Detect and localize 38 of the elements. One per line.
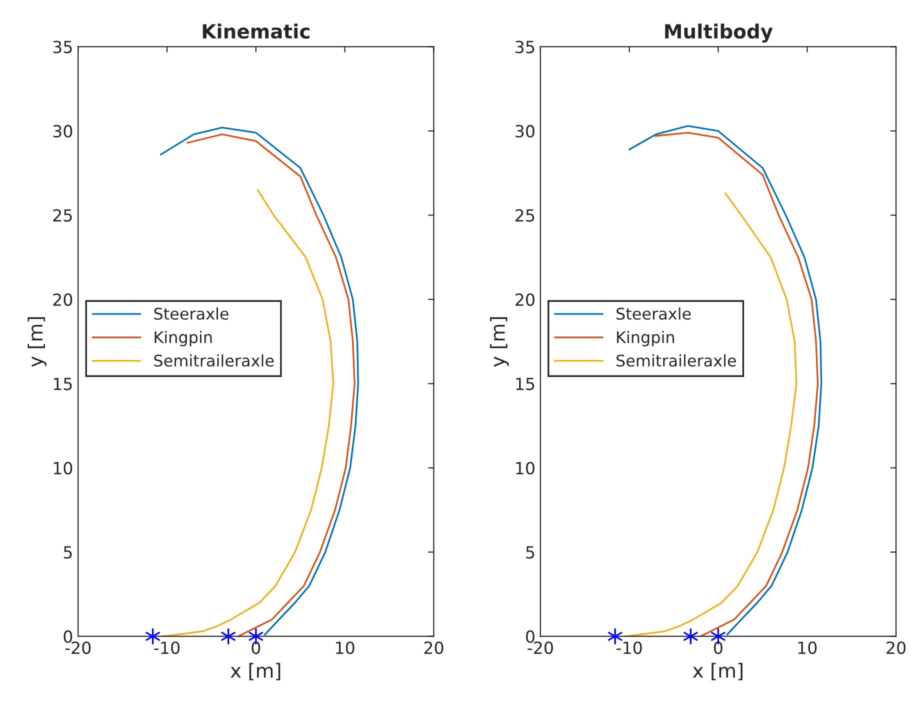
y-axis-title: y [m] [490, 317, 509, 367]
y-tick-label: 30 [53, 124, 72, 138]
y-tick-label: 10 [516, 462, 534, 474]
y-tick-label: 10 [54, 462, 72, 474]
y-tick-label: 35 [53, 40, 72, 54]
y-tick-label: 25 [53, 209, 72, 222]
y-tick-label: 5 [526, 546, 534, 559]
x-tick-label: -10 [154, 641, 180, 654]
x-axis-title: x [m] [230, 662, 280, 680]
y-tick-label: 20 [516, 293, 534, 306]
y-tick-label: 20 [53, 293, 72, 306]
y-tick-label: 0 [64, 630, 72, 643]
y-axis-title: y [m] [28, 317, 46, 367]
legend-label: Kingpin [154, 330, 212, 346]
chart-title: Kinematic [202, 24, 310, 39]
y-tick-label: 35 [516, 40, 534, 54]
x-tick-label: -10 [616, 641, 642, 654]
legend-label: Semitraileraxle [616, 354, 736, 367]
x-tick-label: 0 [714, 641, 722, 654]
x-tick-label: 20 [886, 641, 906, 654]
x-tick-label: 10 [798, 641, 817, 654]
legend-label: Steeraxle [616, 307, 691, 320]
y-tick-label: 15 [516, 378, 534, 390]
legend-label: Kingpin [617, 330, 674, 346]
x-tick-label: 0 [252, 641, 260, 654]
x-tick-label: -20 [65, 641, 91, 654]
y-tick-label: 30 [516, 124, 534, 138]
y-tick-label: 5 [64, 546, 72, 559]
chart-title: Multibody [665, 24, 773, 43]
x-tick-label: 10 [336, 641, 354, 654]
x-axis-title: x [m] [692, 662, 742, 680]
y-tick-label: 25 [516, 209, 534, 222]
legend-label: Semitraileraxle [154, 354, 274, 367]
x-tick-label: -20 [528, 641, 553, 654]
x-tick-label: 20 [424, 641, 444, 654]
y-tick-label: 0 [526, 630, 534, 643]
legend-label: Steeraxle [154, 307, 228, 320]
y-tick-label: 15 [54, 378, 72, 390]
